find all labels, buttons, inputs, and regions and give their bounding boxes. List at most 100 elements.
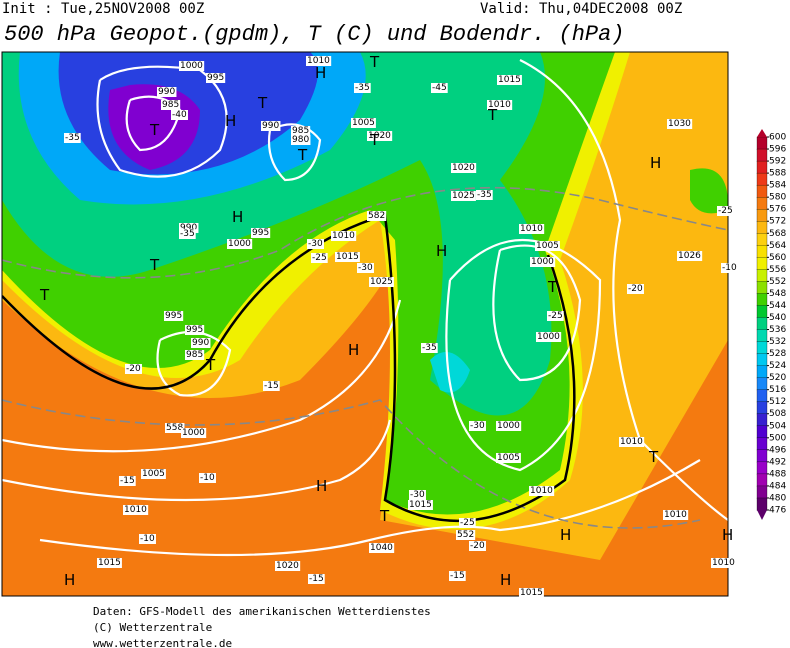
contour-label: 990 (158, 87, 175, 97)
label-box (530, 257, 556, 267)
label-box (449, 571, 466, 581)
title: 500 hPa Geopot.(gpdm), T (C) und Bodendr… (4, 22, 625, 47)
label-box (97, 558, 122, 568)
label-box (496, 453, 521, 463)
contour-label: 1025 (452, 191, 475, 201)
label-box (476, 190, 493, 200)
colorbar-label: 516 (769, 385, 786, 395)
contour-label: -35 (65, 133, 80, 143)
contour-label: 1026 (678, 251, 701, 261)
pressure-center: T (257, 94, 268, 112)
contour-label: 980 (292, 135, 309, 145)
contour-label: -10 (722, 263, 737, 273)
colorbar-label: 540 (769, 313, 786, 323)
contour-label: 1000 (497, 421, 520, 431)
pressure-center: H (225, 112, 236, 130)
label-box (529, 486, 555, 496)
contour-label: -15 (450, 571, 465, 581)
contour-label: 1010 (488, 100, 511, 110)
pressure-center: H (64, 571, 75, 589)
colorbar-label: 528 (769, 349, 786, 359)
contour-label: 582 (368, 211, 385, 221)
label-box (663, 510, 689, 520)
pressure-center: T (149, 256, 160, 274)
colorbar-segment (756, 413, 768, 427)
colorbar-label: 476 (769, 506, 786, 516)
contour-label: -30 (410, 490, 425, 500)
label-box (711, 558, 737, 568)
colorbar-cap (757, 129, 767, 137)
contour-label: -10 (200, 473, 215, 483)
contour-label: -20 (628, 284, 643, 294)
colorbar-cap (757, 510, 767, 520)
label-box (519, 224, 545, 234)
label-box (469, 421, 486, 431)
label-box (308, 574, 325, 584)
colorbar-segment (756, 281, 768, 295)
colorbar-segment (756, 172, 768, 186)
label-box (157, 87, 177, 97)
colorbar-label: 480 (769, 493, 786, 503)
colorbar-label: 592 (769, 157, 786, 167)
label-box (179, 61, 205, 71)
init-time: Init : Tue,25NOV2008 00Z (2, 1, 204, 17)
contour-label: 1010 (332, 231, 355, 241)
label-box (451, 163, 477, 173)
colorbar-segment (756, 197, 768, 210)
contour-label: 1040 (370, 543, 393, 553)
pressure-center: H (348, 341, 359, 359)
contour-label: 985 (292, 126, 309, 136)
contour-label: -45 (432, 83, 447, 93)
pressure-center: H (436, 242, 447, 260)
colorbar-segment (756, 473, 768, 487)
colorbar-segment (756, 136, 768, 150)
colorbar-label: 556 (769, 265, 786, 275)
pressure-center: T (648, 448, 659, 466)
label-box (123, 505, 149, 515)
colorbar-segment (756, 233, 768, 246)
colorbar-label: 544 (769, 301, 786, 311)
contour-label: -25 (718, 206, 733, 216)
label-box (627, 284, 644, 294)
label-box (469, 541, 486, 551)
label-box (431, 83, 448, 93)
label-box (717, 206, 734, 216)
colorbar-label: 484 (769, 481, 786, 491)
contour-label: 552 (457, 530, 474, 540)
contour-label: -35 (477, 190, 492, 200)
contour-label: -25 (548, 311, 563, 321)
colorbar-segment (756, 160, 768, 174)
contour-label: 1000 (228, 239, 251, 249)
colorbar-label: 520 (769, 373, 786, 383)
label-box (119, 476, 136, 486)
contour-label: -10 (140, 534, 155, 544)
colorbar-segment (756, 353, 768, 367)
contour-label: 1005 (497, 453, 520, 463)
contour-label: 995 (186, 325, 203, 335)
pressure-center: H (650, 154, 661, 172)
colorbar-segment (756, 341, 768, 355)
label-box (721, 263, 738, 273)
colorbar-segment (756, 497, 768, 511)
footer-line: www.wetterzentrale.de (93, 637, 232, 648)
contour-label: 1010 (530, 486, 553, 496)
label-box (275, 561, 301, 571)
label-box (311, 253, 328, 263)
colorbar-segment (756, 184, 768, 198)
label-box (199, 473, 216, 483)
pressure-center: H (560, 526, 571, 544)
contour-label: -30 (358, 263, 373, 273)
colorbar-label: 496 (769, 445, 786, 455)
contour-label: 1030 (668, 119, 691, 129)
label-box (519, 588, 544, 598)
label-box (367, 211, 387, 221)
label-box (181, 428, 207, 438)
colorbar-label: 572 (769, 217, 786, 227)
label-box (185, 350, 205, 360)
contour-label: 1015 (498, 75, 521, 85)
colorbar-label: 508 (769, 409, 786, 419)
label-box (677, 251, 703, 261)
pressure-center: H (315, 64, 326, 82)
contour-label: -35 (422, 343, 437, 353)
